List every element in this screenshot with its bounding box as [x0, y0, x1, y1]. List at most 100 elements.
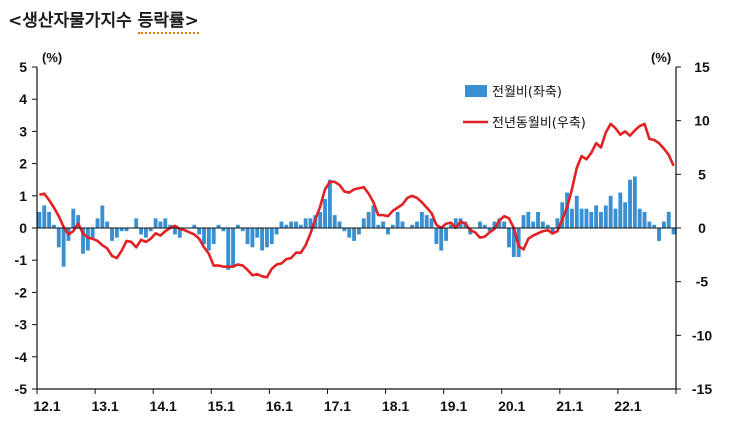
bar [478, 221, 482, 228]
left-tick-label: 2 [19, 156, 27, 172]
bar [71, 208, 76, 228]
bar [574, 195, 579, 228]
bar [90, 228, 95, 238]
left-tick-label: 0 [19, 220, 27, 236]
x-tick-label: 20.1 [498, 398, 525, 414]
bar [439, 228, 444, 251]
bar [487, 228, 492, 232]
bar [226, 228, 231, 270]
bar [110, 228, 114, 241]
bar [327, 179, 332, 228]
bar [642, 211, 647, 228]
left-tick-label: 1 [19, 188, 27, 204]
bar [594, 205, 599, 228]
bar [124, 228, 129, 232]
bar [502, 221, 507, 228]
bar [143, 228, 148, 238]
bar [511, 228, 516, 257]
bar [85, 228, 90, 251]
right-axis-unit: (%) [651, 50, 671, 65]
bar [173, 228, 177, 235]
bar [52, 224, 56, 228]
bar [56, 228, 61, 248]
bar [657, 228, 661, 241]
bar [666, 211, 671, 228]
bar [613, 208, 618, 228]
bar [415, 221, 419, 228]
bar [332, 215, 337, 228]
bar [371, 205, 376, 228]
legend-bar-swatch [465, 85, 487, 97]
bar [366, 211, 371, 228]
x-tick-label: 18.1 [382, 398, 409, 414]
x-tick-label: 14.1 [150, 398, 177, 414]
bar [105, 221, 110, 228]
right-tick-label: 0 [698, 220, 706, 236]
bar [95, 218, 100, 228]
bar [148, 228, 153, 232]
right-tick-label: 5 [698, 166, 706, 182]
bar [284, 224, 289, 228]
bar [361, 218, 366, 228]
bar [507, 228, 511, 248]
bar [424, 215, 429, 228]
right-tick-label: 10 [694, 113, 710, 129]
left-tick-label: 3 [19, 123, 27, 139]
bar [119, 228, 124, 232]
bar [531, 221, 536, 228]
bar [294, 221, 298, 228]
bar [579, 208, 584, 228]
bar [318, 211, 323, 228]
bar [139, 228, 144, 235]
bar [114, 228, 119, 238]
bar [100, 205, 105, 228]
bar [526, 211, 531, 228]
bar [202, 228, 206, 245]
bar [221, 228, 226, 232]
bar [395, 211, 400, 228]
bar [303, 218, 308, 228]
bar [192, 224, 197, 228]
bar [274, 228, 279, 235]
bar [448, 224, 453, 228]
bar [177, 228, 182, 238]
bar [260, 228, 265, 251]
bar [647, 221, 652, 228]
bar [163, 218, 168, 228]
bar [497, 218, 502, 228]
bar [603, 205, 608, 228]
bar [269, 228, 274, 245]
bar [589, 211, 594, 228]
bar [453, 218, 458, 228]
bar [342, 228, 347, 232]
bar [168, 224, 173, 228]
bar [197, 228, 202, 235]
bar [584, 208, 589, 228]
bar [390, 224, 395, 228]
bar [632, 176, 637, 228]
left-tick-label: 5 [19, 59, 27, 75]
bar [289, 221, 294, 228]
bar [216, 224, 221, 228]
bar [623, 202, 628, 228]
bar [661, 221, 666, 228]
bar [521, 215, 526, 228]
bar [671, 228, 676, 235]
bar [47, 211, 52, 228]
bar [158, 221, 163, 228]
bar [429, 218, 434, 228]
bar [400, 221, 405, 228]
bar [337, 221, 342, 228]
bar [356, 228, 361, 235]
bar [255, 228, 260, 238]
left-tick-label: -4 [15, 349, 28, 365]
right-tick-label: -15 [692, 381, 712, 397]
bar [206, 228, 211, 251]
bar [560, 202, 565, 228]
right-tick-label: 15 [694, 59, 710, 75]
legend-label-bar: 전월비(좌축) [492, 85, 562, 100]
left-tick-label: -2 [15, 284, 28, 300]
bar [545, 224, 550, 228]
bar [434, 228, 439, 245]
